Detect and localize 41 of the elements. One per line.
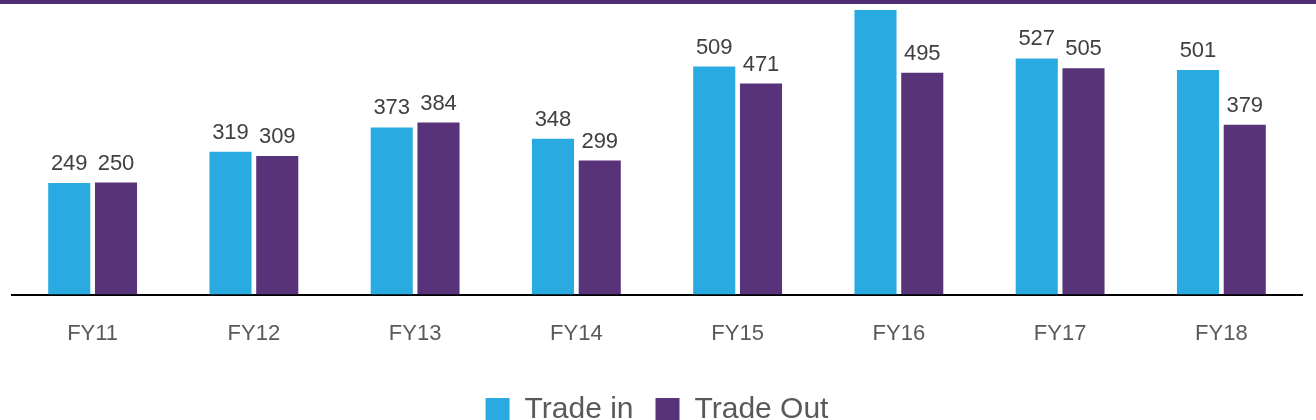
data-label: 471 <box>742 50 780 76</box>
bar <box>1223 124 1266 295</box>
x-tick-label: FY14 <box>550 319 603 345</box>
bar <box>1176 70 1220 295</box>
x-tick-label: FY11 <box>67 319 119 345</box>
bar <box>1062 68 1105 295</box>
data-label: 505 <box>1065 35 1102 61</box>
x-tick-label: FY16 <box>872 319 926 345</box>
bar <box>854 10 897 295</box>
bar <box>256 156 299 295</box>
bar <box>693 66 736 295</box>
bar <box>1015 58 1058 295</box>
x-tick-label: FY12 <box>227 319 281 345</box>
data-label: 527 <box>1018 25 1056 51</box>
data-label: 319 <box>212 118 249 144</box>
data-label: 249 <box>50 150 88 176</box>
bar <box>48 183 91 295</box>
bar <box>531 138 575 295</box>
data-label: 495 <box>903 39 941 65</box>
bar <box>578 160 621 295</box>
x-tick-label: FY17 <box>1033 319 1087 345</box>
bar <box>739 83 783 295</box>
legend-label: Trade Out <box>694 391 830 420</box>
x-tick-label: FY15 <box>711 319 764 345</box>
data-label: 373 <box>373 94 411 120</box>
data-label: 509 <box>695 33 733 59</box>
bar <box>94 182 138 295</box>
data-label: 348 <box>534 105 572 131</box>
x-tick-label: FY18 <box>1195 319 1248 345</box>
bar <box>370 127 413 295</box>
bar <box>901 72 944 295</box>
data-label: 299 <box>581 127 619 153</box>
data-label: 501 <box>1179 37 1217 63</box>
legend-label: Trade in <box>524 391 634 420</box>
data-label: 379 <box>1226 91 1264 117</box>
bar <box>417 122 460 295</box>
x-tick-label: FY13 <box>388 319 442 345</box>
bar <box>209 151 252 295</box>
data-label: 309 <box>258 123 296 149</box>
data-label: 384 <box>420 89 457 115</box>
data-label: 250 <box>97 149 135 175</box>
